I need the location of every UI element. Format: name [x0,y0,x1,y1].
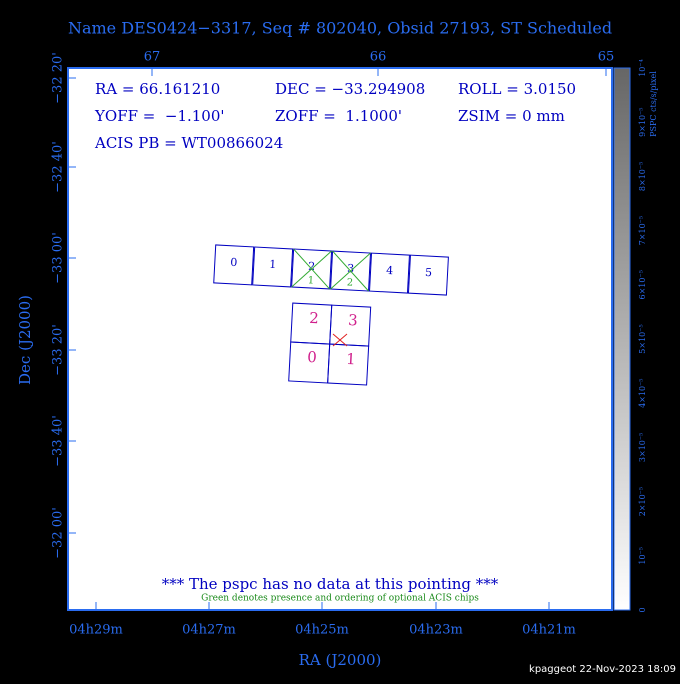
left-tick-label: −33 40' [51,415,66,467]
s-chip [368,252,410,294]
top-tick-label: 67 [144,50,161,65]
s-chip [213,244,255,286]
info-text: ACIS PB = WT00866024 [94,134,283,152]
colorbar-tick-label: 0 [638,607,647,612]
colorbar-tick-label: 8×10⁻⁵ [638,162,647,191]
colorbar-tick-label: 9×10⁻⁵ [638,107,647,136]
left-tick-label: −32 40' [51,141,66,193]
left-tick-label: −32 00' [51,507,66,559]
left-tick-label: −32 20' [51,52,66,104]
title: Name DES0424−3317, Seq # 802040, Obsid 2… [68,19,612,38]
info-text: YOFF = −1.100' [94,107,225,125]
colorbar-tick-label: 7×10⁻⁵ [638,216,647,245]
colorbar-tick-label: 3×10⁻⁵ [638,433,647,462]
left-tick-label: −33 00' [51,232,66,284]
colorbar [613,67,631,611]
x-axis-title: RA (J2000) [299,651,382,669]
s-chip [291,248,333,290]
aimpoint [332,333,348,347]
i-chip-label: 3 [348,311,358,329]
optional-mark [330,252,371,290]
s-chip-label: 2 [308,260,316,273]
colorbar-label: PSPC cts/s/pixel [649,71,658,137]
info-text: DEC = −33.294908 [275,80,425,98]
colorbar-tick-label: 5×10⁻⁵ [638,324,647,353]
bottom-tick-label: 04h27m [182,623,236,638]
note: Green denotes presence and ordering of o… [201,594,479,604]
info-text: ROLL = 3.0150 [458,80,576,98]
colorbar-tick-label: 10⁻⁵ [638,547,647,565]
i-chip [327,343,370,386]
info-text: ZOFF = 1.1000' [275,107,402,125]
s-chip-label: 3 [347,262,355,275]
s-chip-label: 1 [269,258,277,271]
message: *** The pspc has no data at this pointin… [162,575,499,593]
i-chip-label: 0 [307,348,317,366]
i-chip-label: 2 [309,309,319,327]
info-text: ZSIM = 0 mm [458,107,565,125]
info-text: RA = 66.161210 [95,80,220,98]
colorbar-tick-label: 2×10⁻⁵ [638,487,647,516]
bottom-tick-label: 04h25m [295,623,349,638]
i-chip-label: 1 [346,350,356,368]
top-tick-label: 66 [370,50,387,65]
s-chip-label: 4 [386,264,394,277]
s-chip-label: 5 [425,266,433,279]
colorbar-tick-label: 10⁻⁴ [638,59,647,77]
s-chip-label: 0 [230,256,238,269]
footer: kpaggeot 22-Nov-2023 18:09 [529,664,676,675]
s-chip [252,246,294,288]
optional-order: 1 [307,275,314,286]
bottom-tick-label: 04h21m [522,623,576,638]
bottom-tick-label: 04h23m [409,623,463,638]
plot-area [67,67,613,611]
colorbar-tick-label: 6×10⁻⁵ [638,270,647,299]
top-tick-label: 65 [598,50,615,65]
colorbar-tick-label: 4×10⁻⁵ [638,378,647,407]
acis-array: 0 1 2 1 3 2 4 5 2 3 0 1 [213,244,449,386]
y-axis-title: Dec (J2000) [16,295,34,385]
optional-order: 2 [346,277,353,288]
s-chip [407,254,449,296]
left-tick-label: −33 20' [51,324,66,376]
bottom-tick-label: 04h29m [69,623,123,638]
optional-mark [291,250,332,288]
s-chip [330,250,372,292]
